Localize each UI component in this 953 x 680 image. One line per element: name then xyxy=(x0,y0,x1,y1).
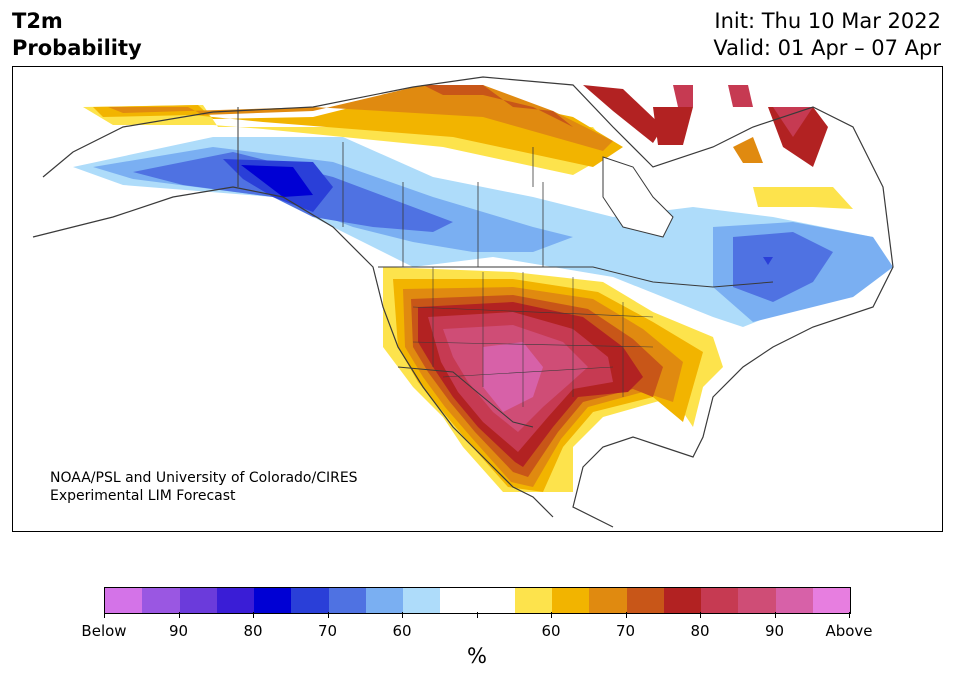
colorbar-cell xyxy=(328,588,366,613)
colorbar-cell xyxy=(812,588,850,613)
colorbar-tick xyxy=(178,612,180,618)
colorbar-cell xyxy=(589,588,627,613)
colorbar-cell xyxy=(365,588,403,613)
warm-band-north-hot xyxy=(423,85,573,127)
warm-band-north-core xyxy=(108,85,613,151)
colorbar-cell xyxy=(254,588,292,613)
colorbar-unit: % xyxy=(467,644,487,668)
colorbar-cell xyxy=(216,588,254,613)
colorbar-cell xyxy=(179,588,217,613)
state-lines xyxy=(412,267,654,407)
colorbar-tick-label: Above xyxy=(825,622,873,640)
colorbar-cell xyxy=(291,588,329,613)
variable-title: T2m xyxy=(12,9,63,33)
quebec-cold-inner xyxy=(733,232,833,302)
colorbar-cell xyxy=(440,588,478,613)
us-mexico-border xyxy=(397,366,534,428)
colorbar-tick xyxy=(551,612,552,618)
colorbar-tick-label: 80 xyxy=(690,622,710,640)
init-date: Init: Thu 10 Mar 2022 xyxy=(714,9,941,33)
greenland-warm xyxy=(583,85,663,143)
colorbar-cell xyxy=(626,588,664,613)
title-block: T2m Probability xyxy=(12,8,142,62)
colorbar xyxy=(104,587,851,614)
colorbar-cell xyxy=(514,588,552,613)
credit-line-1: NOAA/PSL and University of Colorado/CIRE… xyxy=(50,470,358,486)
colorbar-cell xyxy=(701,588,739,613)
map-panel: NOAA/PSL and University of Colorado/CIRE… xyxy=(12,66,943,532)
coastline xyxy=(32,76,894,528)
colorbar-tick-label: 60 xyxy=(392,622,412,640)
colorbar-cell xyxy=(105,588,143,613)
colorbar-tick xyxy=(253,612,254,618)
credit-line-2: Experimental LIM Forecast xyxy=(50,488,236,504)
colorbar-tick-label: 80 xyxy=(243,622,263,640)
colorbar-tick xyxy=(774,612,776,618)
us-canada-border xyxy=(378,266,774,288)
colorbar-cell xyxy=(663,588,701,613)
colorbar-tick xyxy=(476,612,478,618)
date-block: Init: Thu 10 Mar 2022 Valid: 01 Apr – 07… xyxy=(713,8,941,62)
colorbar-cell xyxy=(142,588,180,613)
greenland-warm-2 xyxy=(653,107,693,145)
colorbar-cell xyxy=(552,588,590,613)
colorbar-cell xyxy=(403,588,441,613)
colorbar-tick xyxy=(625,612,627,618)
labrador-edge xyxy=(753,187,853,209)
colorbar-tick xyxy=(402,612,403,618)
cold-core-deep xyxy=(241,165,313,197)
valid-date: Valid: 01 Apr – 07 Apr xyxy=(713,36,941,60)
quebec-cold-core xyxy=(763,257,773,265)
colorbar-tick xyxy=(849,612,850,618)
colorbar-cell xyxy=(477,588,515,613)
colorbar-tick-label: 90 xyxy=(168,622,189,640)
subtitle: Probability xyxy=(12,36,142,60)
probability-map xyxy=(32,76,894,528)
colorbar-tick-label: 70 xyxy=(317,622,338,640)
colorbar-tick-label: Below xyxy=(81,622,127,640)
baffin-warm xyxy=(728,85,753,107)
greenland-hot xyxy=(673,85,693,107)
colorbar-tick xyxy=(327,612,329,618)
colorbar-tick-label: 70 xyxy=(615,622,636,640)
warm-south-8 xyxy=(483,342,543,412)
colorbar-tick xyxy=(700,612,701,618)
credit-text: NOAA/PSL and University of Colorado/CIRE… xyxy=(50,469,358,505)
colorbar-tick-label: 90 xyxy=(764,622,785,640)
colorbar-tick-label: 60 xyxy=(541,622,561,640)
quebec-warm xyxy=(733,137,763,163)
colorbar-tick xyxy=(104,612,105,618)
labrador-hot xyxy=(773,107,813,137)
province-lines xyxy=(342,142,544,267)
colorbar-cell xyxy=(738,588,776,613)
colorbar-cell xyxy=(775,588,813,613)
hudson-bay xyxy=(602,156,674,238)
